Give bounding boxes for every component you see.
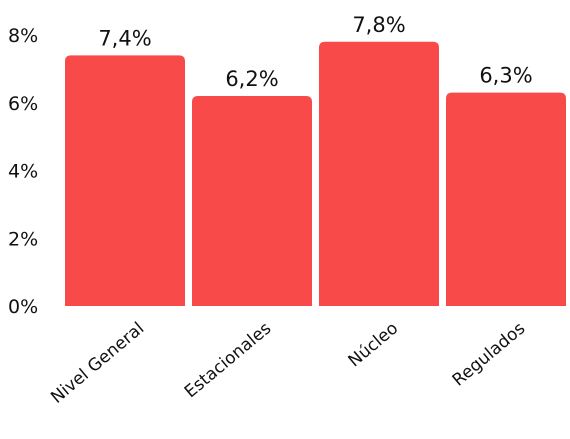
- y-tick-label: 8%: [8, 25, 38, 47]
- x-tick-label: Nivel General: [47, 319, 148, 408]
- bar: [65, 55, 185, 307]
- value-labels: 7,4% 6,2% 7,8% 6,3%: [98, 13, 532, 91]
- x-tick-label: Regulados: [449, 318, 530, 390]
- bar: [192, 95, 312, 306]
- bars: [65, 41, 566, 307]
- x-axis: Nivel General Estacionales Núcleo Regulados: [47, 318, 529, 407]
- data-label: 6,3%: [479, 64, 532, 88]
- bar: [319, 41, 439, 307]
- data-label: 7,8%: [352, 13, 405, 37]
- y-tick-label: 0%: [8, 296, 38, 318]
- x-tick-label: Estacionales: [181, 318, 275, 402]
- data-label: 6,2%: [225, 67, 278, 91]
- bar: [446, 92, 566, 307]
- y-tick-label: 6%: [8, 93, 38, 115]
- data-label: 7,4%: [98, 26, 151, 50]
- y-axis: 0% 2% 4% 6% 8%: [8, 25, 38, 318]
- x-tick-label: Núcleo: [345, 319, 403, 372]
- y-tick-label: 2%: [8, 228, 38, 250]
- y-tick-label: 4%: [8, 161, 38, 183]
